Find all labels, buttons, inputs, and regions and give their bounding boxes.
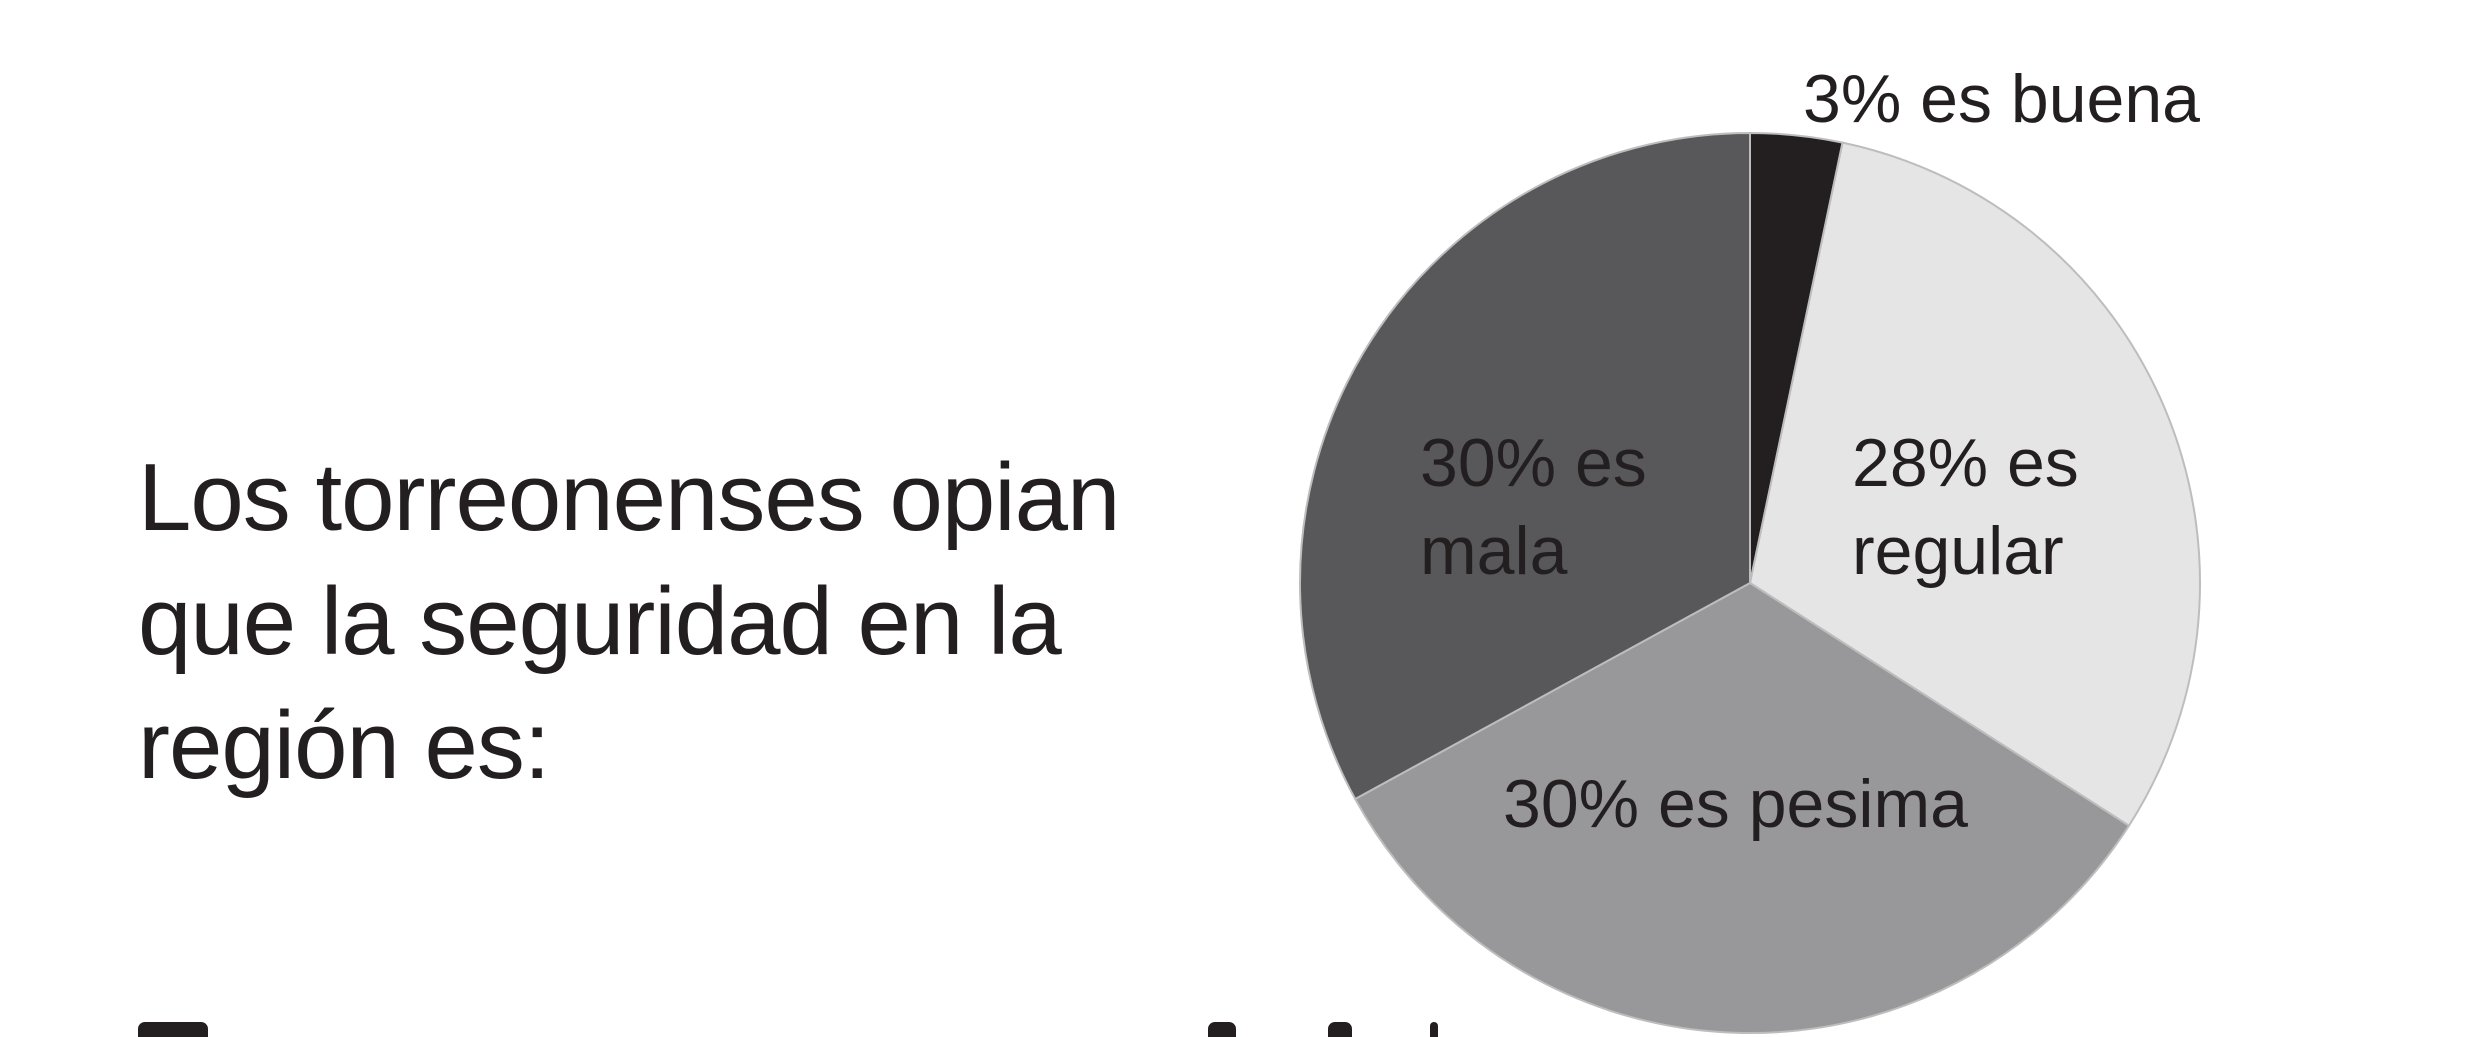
slice-label-regular: 28% es regular xyxy=(1852,425,2098,589)
pie-labels: 3% es buena 28% es regular 30% es pesima… xyxy=(1420,61,2200,842)
page-title: Los torreonenses opian que la seguridad … xyxy=(138,436,1188,808)
cropped-text-line xyxy=(138,1008,1438,1037)
pie-slices xyxy=(1299,132,2201,1034)
page-title-line-3: región es: xyxy=(138,692,551,799)
slice-label-buena: 3% es buena xyxy=(1803,61,2200,137)
pie-slice-pesima xyxy=(1354,582,2130,1034)
page-title-line-2: que la seguridad en la xyxy=(138,568,1062,675)
pie-slice-mala xyxy=(1299,132,1751,800)
slice-label-mala: 30% es mala xyxy=(1420,425,1666,589)
page-title-line-1: Los torreonenses opian xyxy=(138,444,1120,551)
slice-label-pesima: 30% es pesima xyxy=(1503,766,1968,842)
